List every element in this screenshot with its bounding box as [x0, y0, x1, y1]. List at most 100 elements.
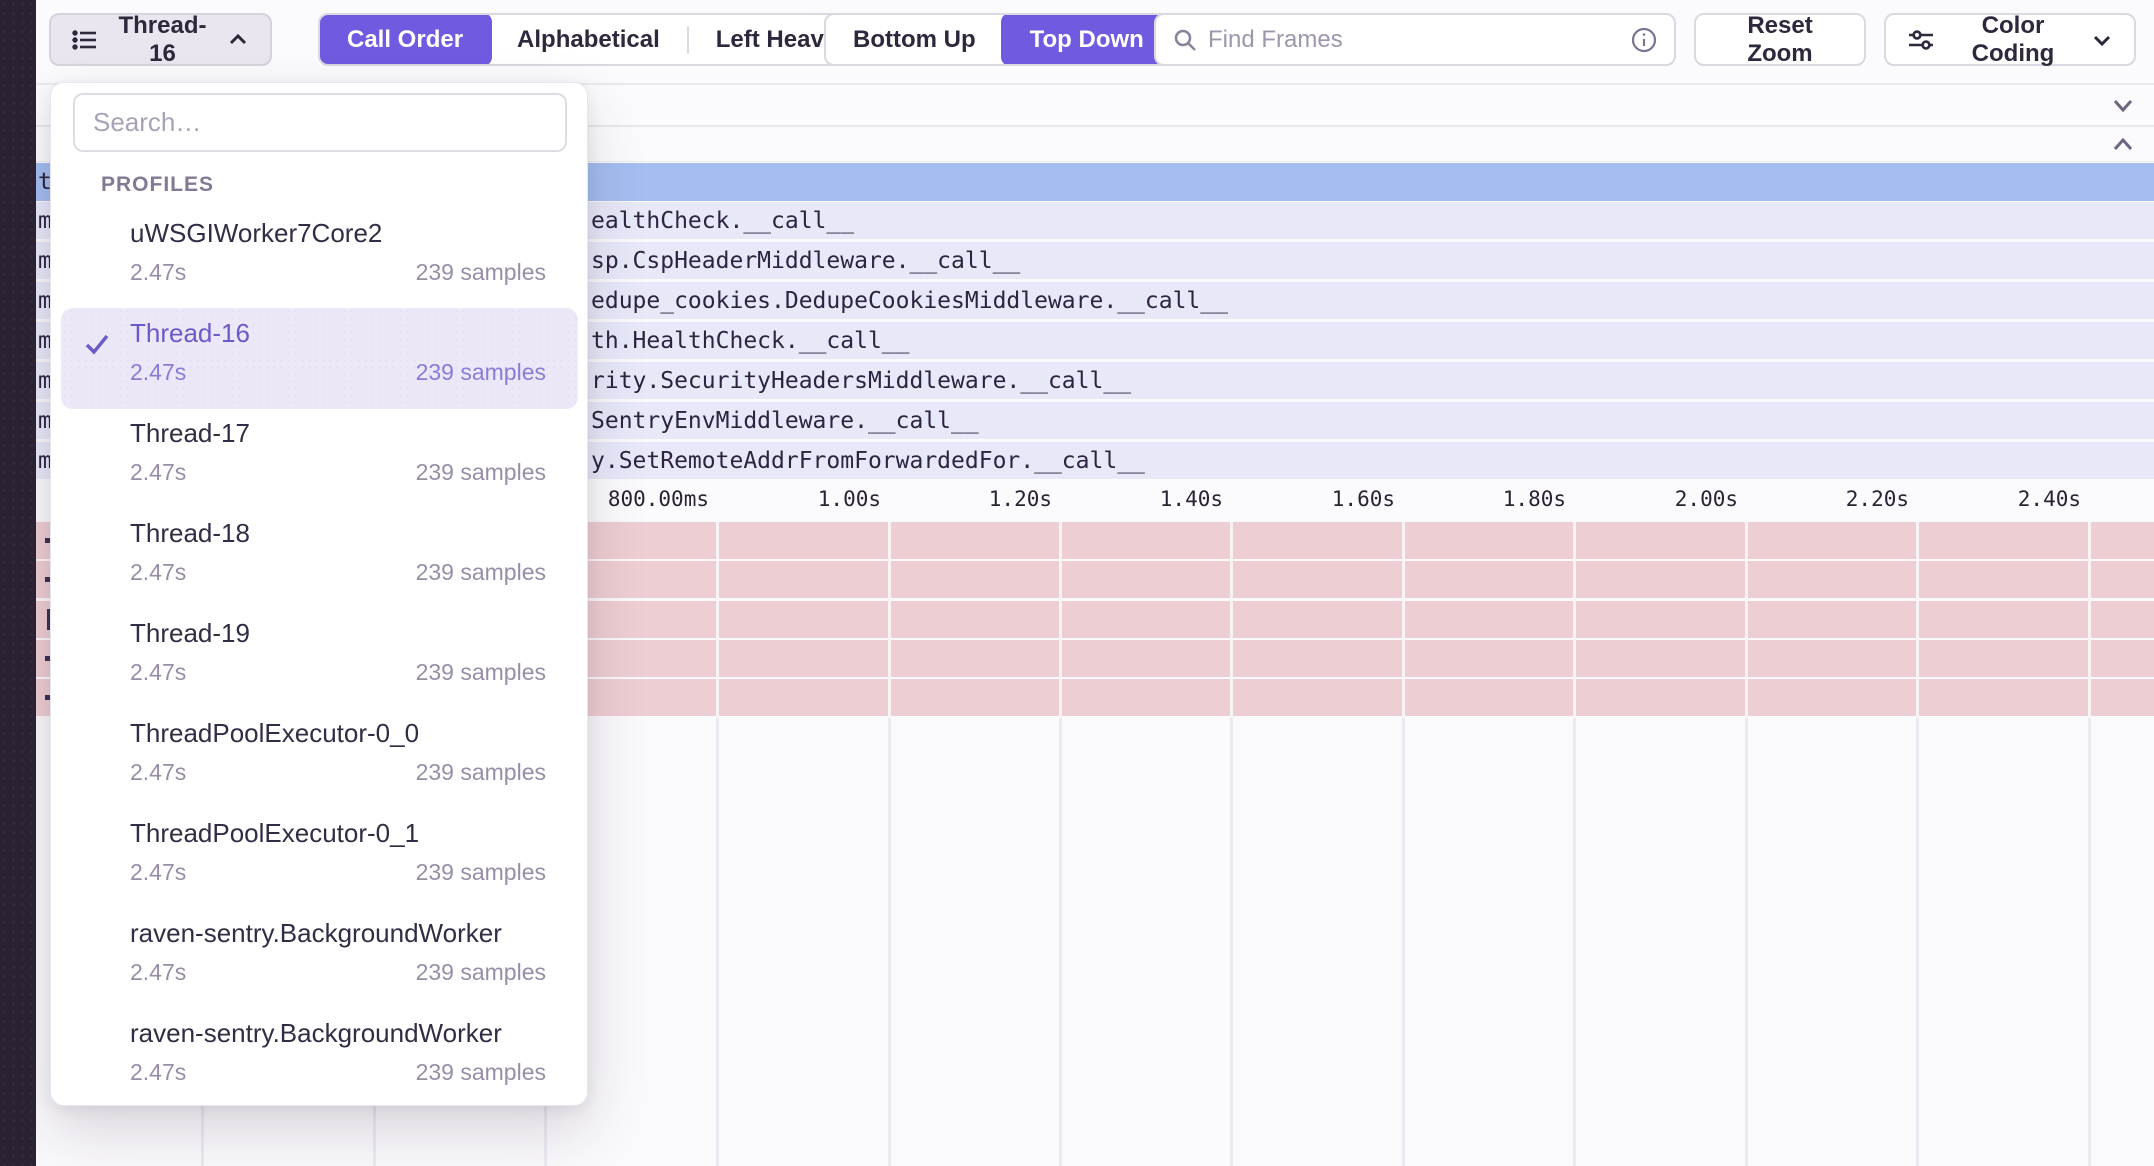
profile-sample-count: 239 samples [416, 259, 546, 286]
segment-alphabetical[interactable]: Alphabetical [490, 13, 687, 66]
flamechart-toolbar: Thread-16 Call Order Alphabetical Left H… [0, 0, 2154, 81]
profile-list-item[interactable]: ThreadPoolExecutor-0_1 2.47s 239 samples [51, 806, 587, 906]
time-gridline [888, 522, 891, 718]
checkmark-icon [81, 328, 113, 360]
chevron-up-icon[interactable] [2108, 130, 2138, 160]
profile-name: raven-sentry.BackgroundWorker [130, 918, 502, 949]
frame-label: sp.CspHeaderMiddleware.__call__ [591, 248, 1020, 274]
profiling-flamechart-app: t mealthCheck.__call__msp.CspHeaderMiddl… [0, 0, 2154, 1166]
time-gridline [1745, 522, 1748, 718]
frame-label: rity.SecurityHeadersMiddleware.__call__ [591, 368, 1131, 394]
frame-label: edupe_cookies.DedupeCookiesMiddleware.__… [591, 288, 1228, 314]
time-gridline [1230, 718, 1233, 1166]
profile-list-item[interactable]: uWSGIWorker7Core2 2.47s 239 samples [51, 206, 587, 306]
profile-list-item[interactable]: raven-sentry.BackgroundWorker 2.47s 239 sa… [51, 1006, 587, 1106]
find-frames-input[interactable] [1208, 26, 1620, 54]
time-gridline [1059, 522, 1062, 718]
time-gridline [1916, 718, 1919, 1166]
profile-name: Thread-17 [130, 418, 250, 449]
frame-label: ealthCheck.__call__ [591, 208, 854, 234]
find-frames-search [1154, 13, 1676, 66]
profile-name: ThreadPoolExecutor-0_1 [130, 818, 419, 849]
profile-duration: 2.47s [130, 559, 186, 586]
time-gridline [1573, 522, 1576, 718]
time-axis-tick: 1.80s [1503, 487, 1566, 511]
frame-label: y.SetRemoteAddrFromForwardedFor.__call__ [591, 448, 1145, 474]
app-sidebar [0, 0, 36, 1166]
profile-name: ThreadPoolExecutor-0_0 [130, 718, 419, 749]
reset-zoom-button[interactable]: Reset Zoom [1694, 13, 1866, 66]
profile-list-item[interactable]: Thread-17 2.47s 239 samples [51, 406, 587, 506]
time-gridline [1573, 718, 1576, 1166]
profile-duration: 2.47s [130, 859, 186, 886]
search-icon [1172, 27, 1198, 53]
profile-sample-count: 239 samples [416, 659, 546, 686]
thread-selector-label: Thread-16 [111, 12, 214, 68]
profile-name: Thread-18 [130, 518, 250, 549]
time-axis-tick: 1.20s [989, 487, 1052, 511]
time-axis-tick: 2.20s [1846, 487, 1909, 511]
time-gridline [1745, 718, 1748, 1166]
time-gridline [1059, 718, 1062, 1166]
profile-duration: 2.47s [130, 959, 186, 986]
profile-name: uWSGIWorker7Core2 [130, 218, 382, 249]
chevron-down-icon[interactable] [2108, 90, 2138, 120]
segment-bottom-up[interactable]: Bottom Up [826, 13, 1003, 66]
time-gridline [2088, 522, 2091, 718]
direction-segmented-control: Bottom Up Top Down [824, 13, 1173, 66]
time-gridline [1402, 718, 1405, 1166]
sliders-icon [1906, 25, 1936, 55]
profile-duration: 2.47s [130, 359, 186, 386]
profile-duration: 2.47s [130, 259, 186, 286]
profiles-search-input[interactable] [73, 93, 567, 152]
info-icon[interactable] [1630, 26, 1658, 54]
profile-list-item[interactable]: Thread-18 2.47s 239 samples [51, 506, 587, 606]
time-axis-tick: 2.00s [1675, 487, 1738, 511]
time-axis-tick: 800.00ms [608, 487, 709, 511]
profile-sample-count: 239 samples [416, 859, 546, 886]
chevron-up-icon [226, 28, 250, 52]
frame-label: th.HealthCheck.__call__ [591, 328, 910, 354]
profile-sample-count: 239 samples [416, 459, 546, 486]
profile-list-item[interactable]: Thread-16 2.47s 239 samples [51, 306, 587, 406]
time-gridline [1916, 522, 1919, 718]
profile-sample-count: 239 samples [416, 959, 546, 986]
color-coding-label: Color Coding [1946, 12, 2080, 68]
profile-duration: 2.47s [130, 659, 186, 686]
time-axis-tick: 2.40s [2018, 487, 2081, 511]
time-gridline [888, 718, 891, 1166]
time-gridline [1230, 522, 1233, 718]
profile-duration: 2.47s [130, 1059, 186, 1086]
list-icon [71, 26, 99, 54]
segment-call-order[interactable]: Call Order [318, 13, 492, 66]
chevron-down-icon [2090, 28, 2114, 52]
thread-selector-button[interactable]: Thread-16 [49, 13, 272, 66]
time-axis-tick: 1.00s [818, 487, 881, 511]
time-gridline [2088, 718, 2091, 1166]
segment-top-down[interactable]: Top Down [1001, 13, 1173, 66]
profile-duration: 2.47s [130, 459, 186, 486]
time-axis-tick: 1.60s [1332, 487, 1395, 511]
profile-list-item[interactable]: Thread-19 2.47s 239 samples [51, 606, 587, 706]
frame-label: SentryEnvMiddleware.__call__ [591, 408, 979, 434]
profile-name: raven-sentry.BackgroundWorker [130, 1018, 502, 1049]
time-gridline [716, 522, 719, 718]
time-gridline [1402, 522, 1405, 718]
profile-name: Thread-19 [130, 618, 250, 649]
profile-duration: 2.47s [130, 759, 186, 786]
profile-list-item[interactable]: ThreadPoolExecutor-0_0 2.47s 239 samples [51, 706, 587, 806]
profiles-dropdown: PROFILES uWSGIWorker7Core2 2.47s 239 sampl… [50, 82, 588, 1106]
profile-sample-count: 239 samples [416, 359, 546, 386]
color-coding-button[interactable]: Color Coding [1884, 13, 2136, 66]
reset-zoom-label: Reset Zoom [1716, 12, 1844, 68]
profiles-list: uWSGIWorker7Core22.47s239 samplesThread-… [51, 206, 587, 1106]
profile-sample-count: 239 samples [416, 559, 546, 586]
profile-list-item[interactable]: raven-sentry.BackgroundWorker 2.47s 239 sa… [51, 906, 587, 1006]
time-axis-tick: 1.40s [1160, 487, 1223, 511]
time-gridline [716, 718, 719, 1166]
profiles-section-label: PROFILES [101, 173, 214, 197]
profile-sample-count: 239 samples [416, 759, 546, 786]
profile-name: Thread-16 [130, 318, 250, 349]
profile-sample-count: 239 samples [416, 1059, 546, 1086]
sort-order-segmented-control: Call Order Alphabetical Left Heavy [318, 13, 866, 66]
